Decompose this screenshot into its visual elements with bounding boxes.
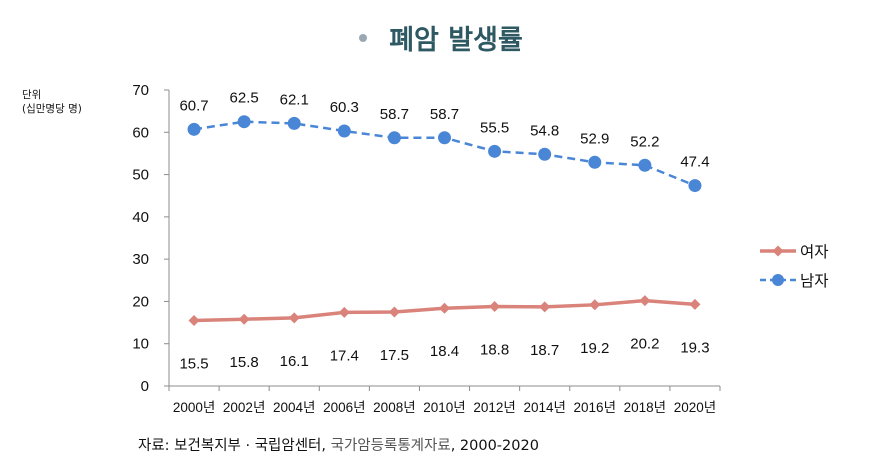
series-point-2: [538, 147, 552, 161]
series-point-1: [388, 306, 400, 318]
data-label: 60.7: [179, 97, 208, 114]
series-point-1: [288, 312, 300, 324]
series-point-2: [287, 116, 301, 130]
data-label: 15.8: [230, 354, 259, 371]
y-tick-label: 0: [141, 378, 149, 395]
series-point-2: [237, 115, 251, 129]
data-label: 62.1: [280, 91, 309, 108]
data-label: 17.4: [330, 347, 359, 364]
series-point-1: [238, 313, 250, 325]
unit-label-line2: (십만명당 명): [22, 103, 82, 115]
x-tick-label: 2018년: [624, 400, 666, 415]
legend-label-2: 남자: [800, 272, 829, 290]
source-part3: , 2000-2020: [450, 438, 539, 454]
x-tick-label: 2008년: [373, 400, 415, 415]
chart-title: 폐암 발생률: [389, 25, 523, 56]
data-label: 52.9: [580, 130, 609, 147]
y-tick-label: 70: [132, 82, 149, 99]
series-point-1: [338, 306, 350, 318]
series-point-1: [639, 295, 651, 307]
data-label: 18.7: [530, 342, 559, 359]
series-point-2: [688, 179, 702, 193]
legend-marker-1: [772, 245, 784, 257]
series-point-2: [588, 155, 602, 169]
y-tick-label: 20: [132, 293, 149, 310]
chart-title-group: 폐암 발생률: [359, 18, 523, 57]
x-tick-label: 2012년: [473, 400, 515, 415]
data-label: 54.8: [530, 122, 559, 139]
title-area: 폐암 발생률: [0, 18, 882, 57]
data-label: 18.4: [430, 343, 459, 360]
series-point-2: [488, 144, 502, 158]
data-label: 18.8: [480, 342, 509, 359]
unit-label: 단위 (십만명당 명): [22, 88, 82, 116]
series-point-2: [438, 131, 451, 145]
data-label: 19.2: [580, 340, 609, 357]
x-tick-label: 2006년: [323, 400, 365, 415]
data-label: 55.5: [480, 119, 509, 136]
y-tick-label: 30: [132, 251, 149, 268]
data-label: 52.2: [630, 133, 659, 150]
x-tick-label: 2004년: [273, 400, 315, 415]
legend-label-1: 여자: [800, 243, 829, 261]
y-tick-label: 10: [132, 336, 149, 353]
unit-label-line1: 단위: [22, 89, 42, 101]
x-tick-label: 2000년: [173, 400, 215, 415]
data-label: 16.1: [280, 353, 309, 370]
source-part2: 국가암등록통계자료: [330, 438, 451, 454]
series-point-1: [489, 301, 501, 313]
x-tick-label: 2016년: [574, 400, 616, 415]
source-part1: 자료: 보건복지부 · 국립암센터,: [138, 438, 331, 454]
data-label: 15.5: [179, 355, 208, 372]
bullet-dot-icon: [359, 33, 368, 42]
series-point-1: [689, 298, 701, 310]
series-point-2: [187, 122, 201, 136]
source-note: 자료: 보건복지부 · 국립암센터, 국가암등록통계자료, 2000-2020: [138, 434, 539, 455]
data-label: 58.7: [380, 106, 409, 123]
y-tick-label: 60: [132, 124, 149, 141]
data-label: 58.7: [430, 106, 459, 123]
y-tick-label: 40: [132, 209, 149, 226]
data-label: 47.4: [680, 154, 709, 171]
x-tick-label: 2020년: [674, 400, 716, 415]
data-label: 62.5: [230, 90, 259, 107]
series-point-1: [439, 302, 450, 314]
y-tick-label: 50: [132, 167, 149, 184]
data-label: 20.2: [630, 336, 659, 353]
series-point-2: [337, 124, 351, 138]
x-tick-label: 2014년: [523, 400, 565, 415]
series-point-1: [539, 301, 551, 313]
data-label: 17.5: [380, 347, 409, 364]
series-point-1: [589, 299, 601, 311]
series-point-2: [387, 131, 401, 145]
data-label: 19.3: [680, 339, 709, 356]
series-point-1: [188, 314, 200, 326]
x-tick-label: 2010년: [423, 400, 465, 415]
legend-marker-2: [772, 274, 784, 286]
series-point-2: [638, 158, 652, 172]
data-label: 60.3: [330, 99, 359, 116]
x-tick-label: 2002년: [223, 400, 265, 415]
